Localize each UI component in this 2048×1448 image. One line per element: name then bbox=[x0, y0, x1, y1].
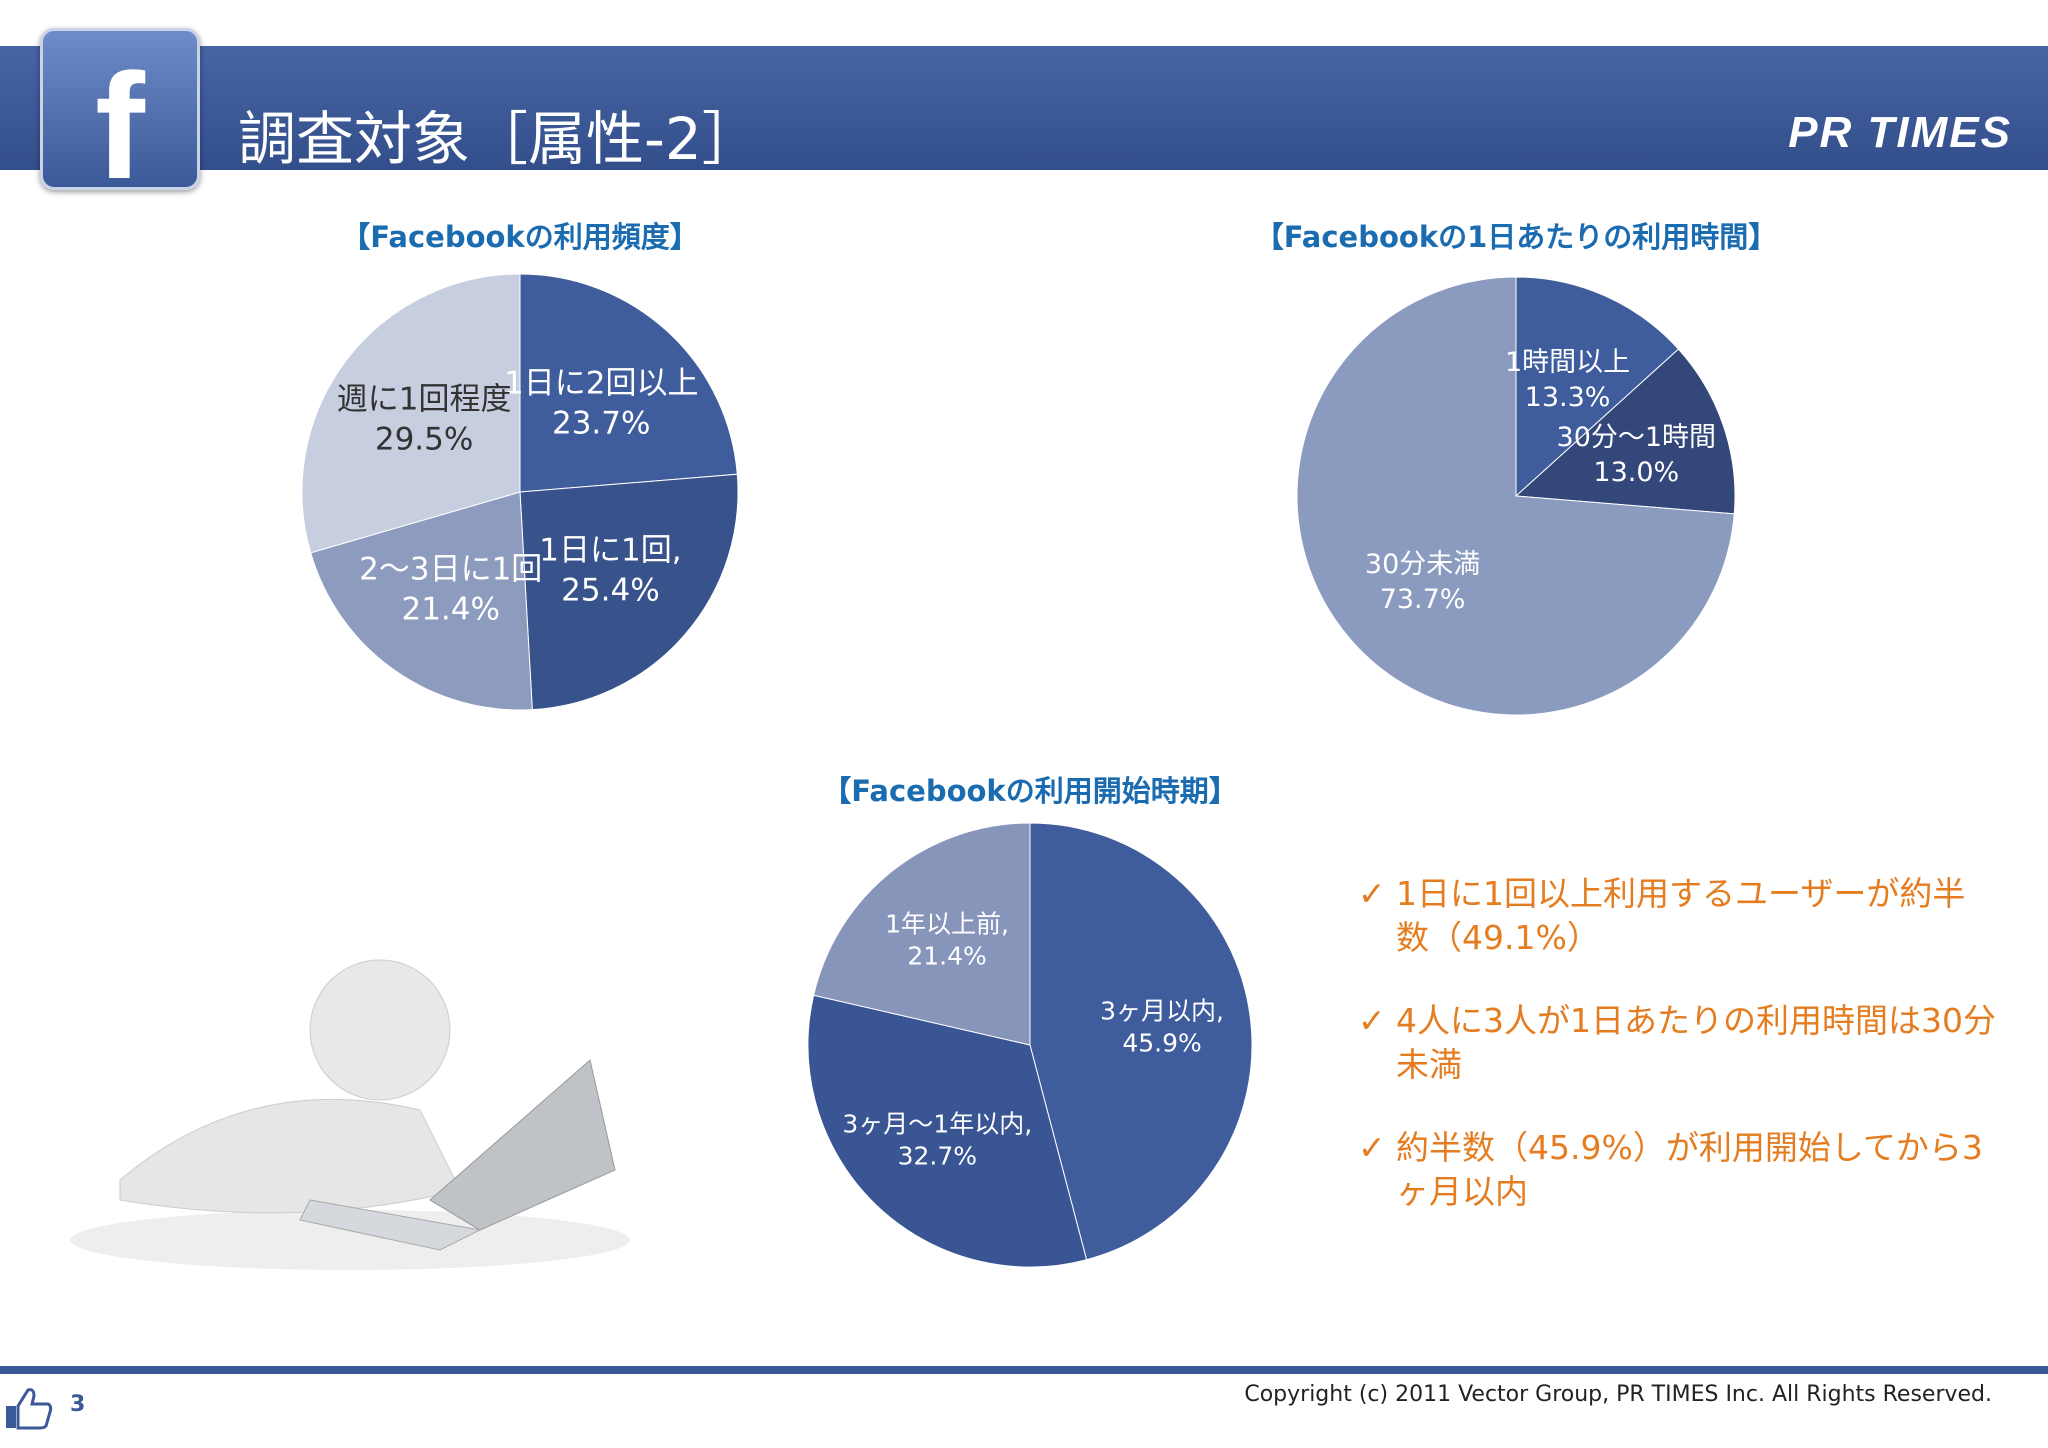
slice-value: 21.4% bbox=[401, 591, 500, 628]
header-band bbox=[0, 46, 2048, 170]
slice-label: 1日に2回以上 23.7% bbox=[481, 364, 721, 445]
slice-label: 3ヶ月以内, 45.9% bbox=[1042, 995, 1282, 1060]
slice-category: 1日に2回以上 bbox=[504, 365, 699, 402]
slice-label: 1時間以上 13.3% bbox=[1448, 345, 1688, 415]
note-text: 約半数（45.9%）が利用開始してから3ヶ月以内 bbox=[1396, 1128, 1983, 1211]
slice-label: 1日に1回, 25.4% bbox=[490, 530, 730, 611]
pie-slice bbox=[301, 273, 521, 554]
chart-title: 【Facebookの1日あたりの利用時間】 bbox=[1254, 220, 1778, 254]
slice-value: 13.0% bbox=[1593, 457, 1680, 489]
slice-category: 30分未満 bbox=[1364, 548, 1481, 580]
like-icon bbox=[6, 1388, 53, 1430]
slice-category: 1日に1回, bbox=[539, 532, 682, 569]
note: ✓ 4人に3人が1日あたりの利用時間は30分未満 bbox=[1358, 999, 1998, 1086]
chart-title: 【Facebookの利用開始時期】 bbox=[822, 774, 1238, 808]
slice-label: 3ヶ月～1年以内, 32.7% bbox=[817, 1108, 1057, 1173]
pie-slice bbox=[1515, 276, 1680, 498]
slice-category: 3ヶ月以内, bbox=[1100, 996, 1225, 1026]
pie-slice bbox=[310, 491, 533, 711]
facebook-logo: f bbox=[40, 28, 200, 190]
notes: ✓ 1日に1回以上利用するユーザーが約半数（49.1%） ✓ 4人に3人が1日あたりの… bbox=[1358, 872, 1998, 1253]
note-text: 1日に1回以上利用するユーザーが約半数（49.1%） bbox=[1396, 874, 1966, 957]
slice-category: 週に1回程度 bbox=[336, 381, 512, 418]
slice-label: 30分未満 73.7% bbox=[1303, 547, 1543, 617]
note: ✓ 1日に1回以上利用するユーザーが約半数（49.1%） bbox=[1358, 872, 1998, 959]
slice-category: 2～3日に1回 bbox=[359, 551, 543, 588]
pie-slice bbox=[519, 273, 738, 493]
pie-slice bbox=[807, 994, 1088, 1268]
slice-value: 21.4% bbox=[907, 941, 987, 971]
slice-category: 30分～1時間 bbox=[1556, 422, 1717, 454]
slice-value: 13.3% bbox=[1524, 381, 1611, 413]
illustration bbox=[70, 959, 630, 1270]
slice-label: 30分～1時間 13.0% bbox=[1516, 420, 1756, 490]
slice-category: 1年以上前, bbox=[885, 909, 1009, 939]
pie-slice bbox=[813, 822, 1031, 1046]
footer-rule bbox=[0, 1366, 2048, 1374]
pie-slice bbox=[1296, 276, 1735, 716]
pie-slice bbox=[519, 473, 739, 711]
slice-value: 73.7% bbox=[1379, 584, 1466, 616]
slice-category: 3ヶ月～1年以内, bbox=[842, 1109, 1033, 1139]
page-number: 3 bbox=[70, 1392, 86, 1417]
slice-value: 32.7% bbox=[897, 1141, 977, 1171]
brand-logo: PR TIMES bbox=[1788, 108, 2012, 157]
slice-label: 1年以上前, 21.4% bbox=[827, 908, 1067, 973]
slice-category: 1時間以上 bbox=[1504, 346, 1631, 378]
pie-slice bbox=[1029, 822, 1253, 1261]
slide-title: 調査対象［属性-2］ bbox=[238, 105, 760, 173]
copyright: Copyright (c) 2011 Vector Group, PR TIME… bbox=[1244, 1382, 1992, 1407]
note: ✓ 約半数（45.9%）が利用開始してから3ヶ月以内 bbox=[1358, 1126, 1998, 1213]
slice-value: 25.4% bbox=[561, 572, 660, 609]
check-mark: ✓ bbox=[1358, 1128, 1386, 1168]
slice-value: 45.9% bbox=[1122, 1028, 1202, 1058]
pie-slice bbox=[1514, 348, 1736, 515]
check-mark: ✓ bbox=[1358, 874, 1386, 913]
chart-title: 【Facebookの利用頻度】 bbox=[341, 220, 699, 254]
slice-value: 23.7% bbox=[551, 405, 651, 442]
slice-label: 週に1回程度 29.5% bbox=[304, 380, 544, 461]
check-mark: ✓ bbox=[1358, 1001, 1386, 1041]
slice-label: 2～3日に1回 21.4% bbox=[331, 550, 571, 631]
slice-value: 29.5% bbox=[374, 422, 474, 458]
note-text: 4人に3人が1日あたりの利用時間は30分未満 bbox=[1396, 1001, 1996, 1084]
